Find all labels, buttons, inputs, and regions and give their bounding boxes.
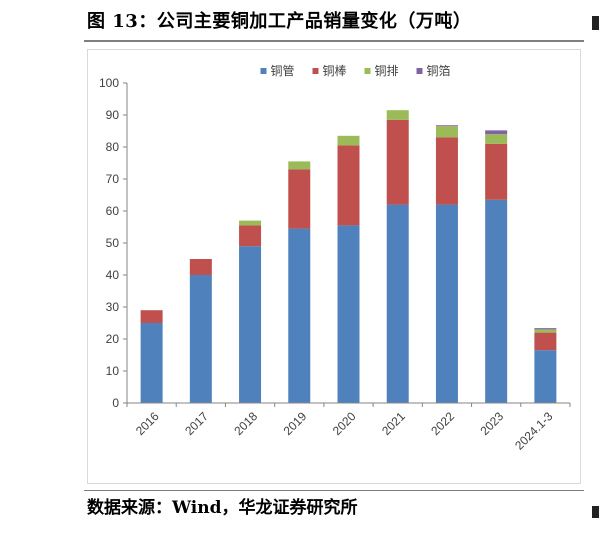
y-tick-label: 0 (112, 396, 119, 410)
legend-label: 铜棒 (323, 63, 347, 78)
bar-segment (140, 323, 163, 403)
legend-swatch (260, 68, 267, 74)
y-tick-label: 60 (106, 204, 120, 218)
x-axis: 2016 2017 2018 2019 2020 2021 2022 2023 2024.1-3 (126, 402, 571, 453)
bar-segment (534, 328, 557, 330)
legend-swatch (312, 68, 319, 74)
bar-segment (485, 130, 508, 135)
y-tick-label: 30 (106, 300, 120, 314)
bar-segment (534, 329, 557, 333)
legend: 铜管 铜棒 铜排 铜箔 (260, 63, 451, 78)
bar-segment (435, 137, 458, 205)
x-tick-label: 2022 (428, 409, 457, 438)
bar-segment (435, 204, 458, 403)
bar-segment (239, 225, 262, 247)
x-tick-label: 2023 (478, 409, 507, 438)
bar-segment (386, 204, 409, 403)
bar-segment (140, 310, 163, 323)
bar-segment (337, 145, 360, 226)
x-tick-label: 2018 (231, 409, 260, 438)
y-tick-label: 20 (106, 332, 120, 346)
x-tick-label: 2019 (281, 409, 310, 438)
bar-segment (435, 125, 458, 127)
y-tick-label: 40 (106, 268, 120, 282)
title-divider (84, 40, 584, 42)
x-tick-label: 2024.1-3 (512, 409, 556, 453)
bar-segment (189, 275, 212, 403)
legend-swatch (364, 68, 371, 74)
y-tick-label: 50 (106, 236, 120, 250)
y-tick-label: 10 (106, 364, 120, 378)
bars (140, 110, 557, 403)
legend-label: 铜排 (375, 63, 399, 78)
bar-segment (534, 350, 557, 403)
bar-segment (337, 225, 360, 403)
bar-segment (386, 119, 409, 205)
source-note: 数据来源：Wind，华龙证券研究所 (87, 498, 358, 518)
y-tick-label: 100 (99, 76, 119, 90)
bar-segment (485, 199, 508, 403)
bar-segment (239, 220, 262, 226)
bar-segment (485, 134, 508, 144)
y-axis: 0 10 20 30 40 50 60 70 80 90 100 (99, 76, 128, 410)
bar-segment (435, 126, 458, 138)
y-tick-label: 90 (106, 108, 120, 122)
bar-segment (288, 228, 311, 403)
x-tick-label: 2017 (182, 409, 211, 438)
x-tick-label: 2016 (133, 409, 162, 438)
source-divider (84, 490, 584, 491)
chart-frame (87, 49, 581, 484)
bar-segment (337, 135, 360, 146)
x-tick-label: 2021 (379, 409, 408, 438)
cropped-edge-mark (592, 506, 599, 518)
bar-segment (239, 246, 262, 403)
bar-segment (485, 143, 508, 200)
figure-title: 图 13：公司主要铜加工产品销量变化（万吨） (87, 11, 472, 32)
bar-segment (288, 161, 311, 170)
bar-segment (534, 332, 557, 351)
bar-segment (288, 169, 311, 229)
cropped-edge-mark (592, 16, 599, 30)
y-tick-label: 80 (106, 140, 120, 154)
legend-label: 铜箔 (427, 63, 451, 78)
x-tick-label: 2020 (330, 409, 359, 438)
legend-label: 铜管 (271, 63, 295, 78)
bar-segment (189, 259, 212, 275)
legend-swatch (416, 68, 423, 74)
bar-segment (386, 110, 409, 120)
y-tick-label: 70 (106, 172, 120, 186)
